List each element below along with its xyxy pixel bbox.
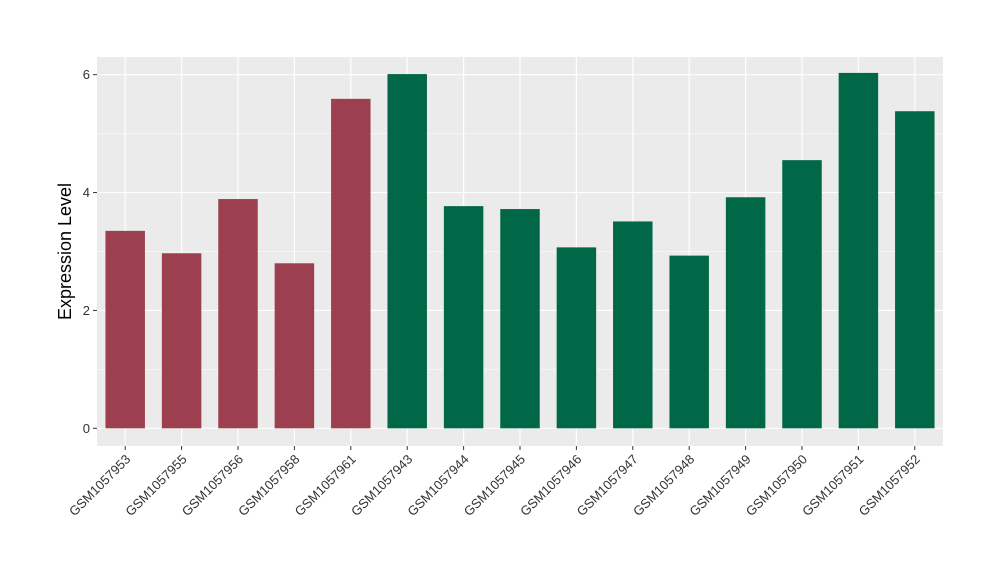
bars	[105, 72, 935, 429]
bar	[556, 247, 597, 429]
x-axis: GSM1057953GSM1057955GSM1057956GSM1057958…	[66, 446, 923, 519]
bar	[669, 255, 709, 429]
y-axis-title: Expression Level	[55, 183, 75, 320]
bar	[387, 74, 427, 429]
bar	[274, 263, 315, 429]
bar	[443, 206, 484, 429]
bar	[725, 197, 766, 429]
bar	[613, 221, 653, 429]
y-tick-label: 4	[83, 185, 90, 200]
bar	[838, 72, 879, 429]
bar	[331, 98, 371, 429]
y-axis: 0 2 4 6	[83, 67, 97, 436]
y-tick-label: 6	[83, 67, 90, 82]
bar	[105, 230, 145, 429]
y-tick-label: 0	[83, 421, 90, 436]
bar	[218, 199, 258, 429]
bar	[782, 160, 822, 429]
bar	[500, 209, 540, 429]
bar	[895, 111, 935, 429]
y-tick-label: 2	[83, 303, 90, 318]
bar	[161, 253, 202, 429]
